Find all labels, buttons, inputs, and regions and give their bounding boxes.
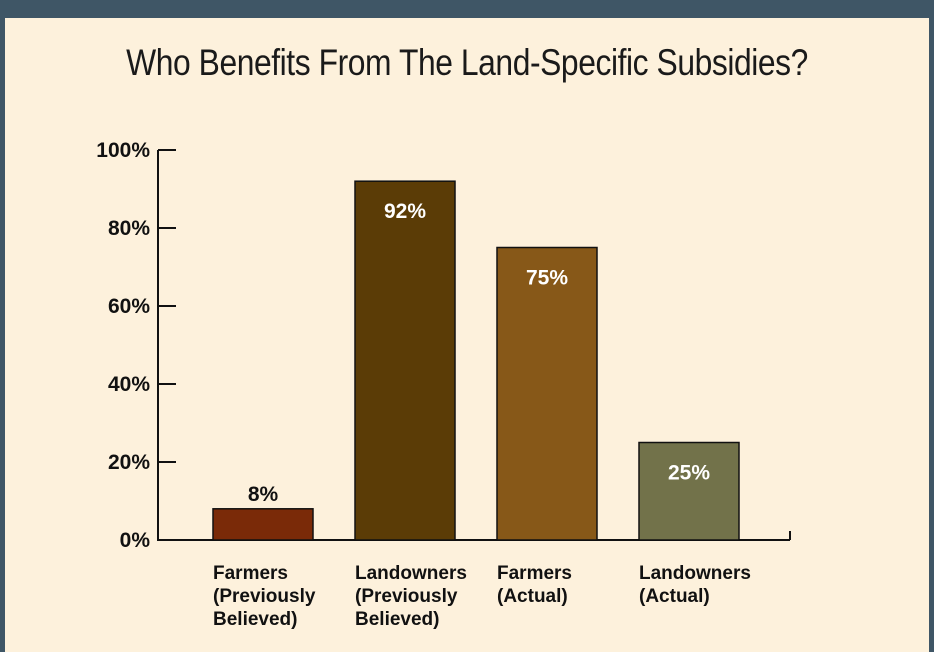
bar-value-label: 92% (384, 200, 426, 223)
y-tick-label: 100% (96, 139, 150, 162)
y-tick-label: 80% (108, 217, 150, 240)
bar-value-label: 8% (248, 483, 279, 506)
x-category-label-line: Believed) (213, 609, 297, 630)
bar (638, 441, 740, 541)
x-category-label-line: (Previously (213, 586, 316, 607)
x-category-label-line: Farmers (213, 563, 288, 584)
chart-title: Who Benefits From The Land-Specific Subs… (126, 42, 808, 83)
chart-bars (212, 180, 740, 541)
x-category-label-line: (Actual) (639, 586, 710, 607)
x-category-label: Landowners (Previously Believed) (355, 563, 467, 630)
x-category-label-line: Farmers (497, 563, 572, 584)
x-category-label-line: Landowners (639, 563, 751, 584)
bar-value-label: 25% (668, 462, 710, 485)
x-category-label-line: Landowners (355, 563, 467, 584)
y-tick-label: 40% (108, 373, 150, 396)
x-category-label-line: (Actual) (497, 586, 568, 607)
x-category-label: Landowners (Actual) (639, 563, 751, 607)
chart-labels: 8%92%75%25%Farmers (Previously Believed)La… (213, 200, 751, 630)
chart-frame (0, 12, 934, 652)
bar (212, 508, 314, 541)
y-tick-label: 0% (120, 529, 151, 552)
y-tick-label: 20% (108, 451, 150, 474)
x-category-label: Farmers (Previously Believed) (213, 563, 316, 630)
bar (354, 180, 456, 541)
x-category-label-line: (Previously (355, 586, 458, 607)
bar (496, 246, 598, 541)
bar-value-label: 75% (526, 267, 568, 290)
y-tick-label: 60% (108, 295, 150, 318)
x-category-label: Farmers (Actual) (497, 563, 572, 607)
x-category-label-line: Believed) (355, 609, 439, 630)
